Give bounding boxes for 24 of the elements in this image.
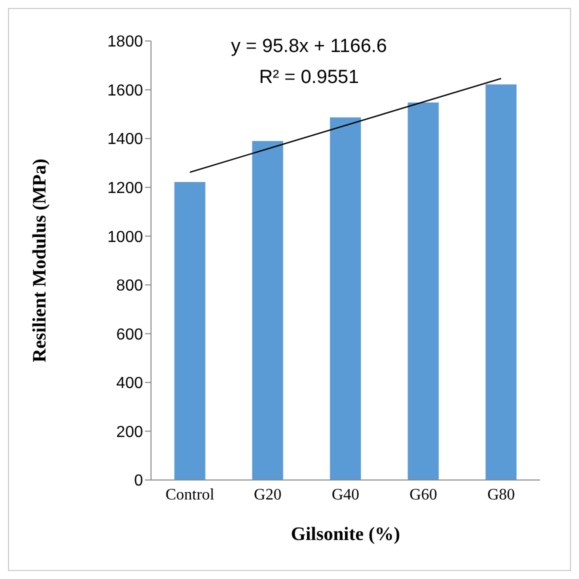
y-tick-label: 600 xyxy=(116,326,144,344)
bar xyxy=(330,117,361,480)
bar xyxy=(408,102,439,480)
y-tick-label: 1400 xyxy=(107,131,144,148)
bar xyxy=(252,140,284,480)
x-tick-label: G60 xyxy=(410,486,438,504)
y-tick-label: 400 xyxy=(116,375,144,392)
y-tick-label: 0 xyxy=(134,472,144,490)
x-tick-label: G20 xyxy=(254,486,282,504)
x-axis-title: Gilsonite (%) xyxy=(290,524,400,545)
bar xyxy=(174,182,206,480)
y-tick-label: 1200 xyxy=(107,180,144,198)
y-axis-title: Resilient Modulus (MPa) xyxy=(30,158,51,362)
y-tick-label: 1800 xyxy=(107,34,144,51)
x-tick-label: Control xyxy=(165,486,215,504)
annotation: y = 95.8x + 1166.6 xyxy=(230,35,388,59)
bar xyxy=(486,84,517,480)
annotation: R² = 0.9551 xyxy=(258,66,360,90)
x-tick-label: G40 xyxy=(332,486,360,504)
y-tick-label: 800 xyxy=(116,278,144,295)
x-tick-label: G80 xyxy=(487,486,515,504)
y-tick-label: 1600 xyxy=(107,82,144,100)
y-tick-label: 200 xyxy=(116,424,144,441)
y-tick-label: 1000 xyxy=(107,228,144,246)
